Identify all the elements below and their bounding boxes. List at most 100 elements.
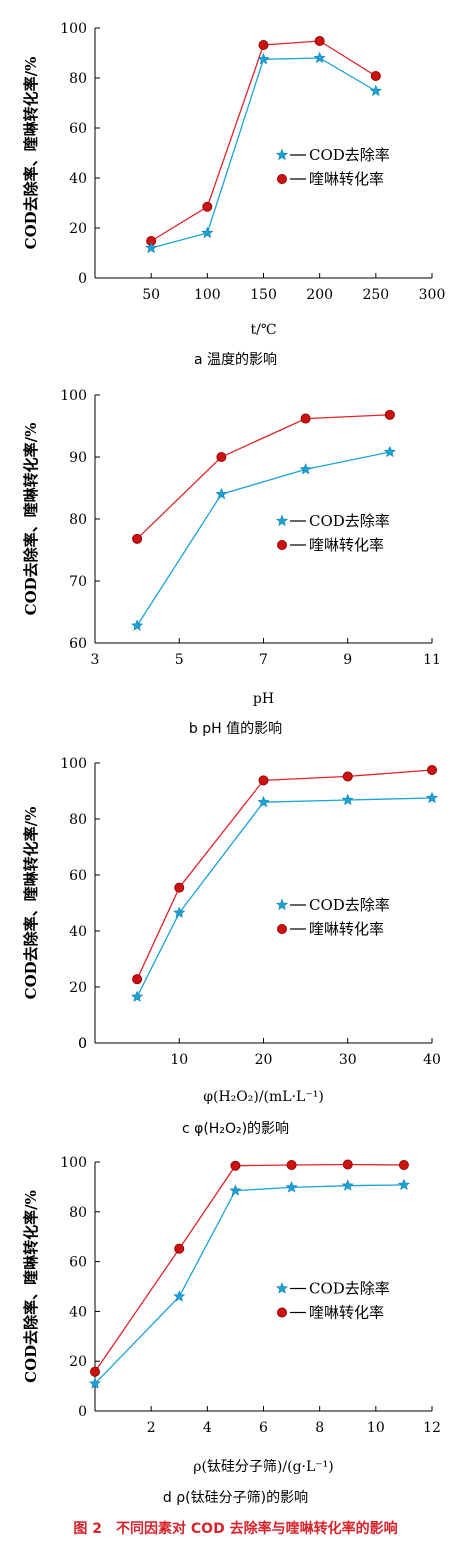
y-tick-label: 60 <box>69 121 87 137</box>
x-tick-label: 300 <box>419 287 446 303</box>
legend-star-icon <box>275 898 289 911</box>
quinoline-data-point <box>202 201 213 212</box>
chart-d-zeolite: 0 20 40 60 80 100 2 4 6 8 10 12 COD去除率、喹啉转化率/% ρ(钛硅分子… <box>22 1155 441 1475</box>
legend-circle-icon <box>276 173 287 184</box>
x-tick-label: 200 <box>306 287 333 303</box>
y-axis-label: COD去除率、喹啉转化率/% <box>22 423 40 616</box>
x-tick-label: 100 <box>194 287 221 303</box>
quinoline-data-point <box>384 409 395 420</box>
quinoline-data-point <box>342 771 353 782</box>
cod-data-point <box>229 1184 242 1196</box>
cod-data-point <box>313 51 326 64</box>
cod-data-point <box>369 84 382 97</box>
y-tick-label: 0 <box>78 1404 87 1420</box>
y-tick-label: 100 <box>60 21 87 37</box>
cod-data-point <box>88 1377 102 1389</box>
y-tick-label: 40 <box>69 171 87 187</box>
legend-star-icon <box>275 1282 289 1294</box>
y-tick-label: 60 <box>69 1255 87 1271</box>
caption-c: c φ(H₂O₂)的影响 <box>181 1121 290 1137</box>
legend-label: COD去除率 <box>309 146 390 164</box>
quinoline-data-point <box>370 71 381 82</box>
legend-label: 喹啉转化率 <box>309 536 384 554</box>
legend-label: COD去除率 <box>309 512 390 530</box>
x-tick-label: 8 <box>315 1420 324 1436</box>
x-tick-label: 250 <box>362 287 389 303</box>
legend-circle-icon <box>276 1307 287 1318</box>
y-tick-label: 100 <box>60 1155 87 1171</box>
y-tick-label: 60 <box>69 868 87 884</box>
x-tick-label: 2 <box>147 1420 156 1436</box>
quinoline-data-point <box>314 36 325 47</box>
x-tick-label: 9 <box>343 652 352 668</box>
panel-a: 0 20 40 60 80 100 50 100 150 200 250 300 COD去除率、喹啉转化… <box>0 0 471 345</box>
legend-star-icon <box>275 514 289 527</box>
x-tick-label: 4 <box>203 1420 212 1436</box>
cod-data-point <box>257 52 270 65</box>
y-tick-label: 100 <box>60 756 87 772</box>
quinoline-data-point <box>342 1159 353 1170</box>
legend-label: 喹啉转化率 <box>309 170 384 188</box>
quinoline-data-point <box>258 40 269 51</box>
cod-data-point <box>173 1290 186 1302</box>
cod-data-point <box>201 226 214 239</box>
y-tick-label: 80 <box>69 812 87 828</box>
quinoline-data-point <box>230 1160 241 1171</box>
y-tick-label: 20 <box>69 221 87 237</box>
y-tick-label: 20 <box>69 1354 87 1370</box>
cod-data-point <box>397 1178 410 1191</box>
cod-series-line <box>94 1184 404 1385</box>
cod-data-point <box>383 445 396 458</box>
y-tick-label: 0 <box>78 1036 87 1052</box>
legend-circle-icon <box>276 539 287 550</box>
y-tick-label: 100 <box>60 388 87 404</box>
legend-star-icon <box>275 148 289 161</box>
quinoline-data-point <box>132 533 143 544</box>
cod-data-point <box>341 793 354 806</box>
y-tick-label: 90 <box>69 450 87 466</box>
y-tick-label: 60 <box>69 636 87 652</box>
quinoline-data-point <box>174 882 185 893</box>
figure-caption: 图 2 不同因素对 COD 去除率与喹啉转化率的影响 <box>73 1521 398 1537</box>
quinoline-data-point <box>132 974 143 985</box>
y-axis-label: COD去除率、喹啉转化率/% <box>22 1190 40 1383</box>
caption-d: d ρ(钛硅分子筛)的影响 <box>162 1490 309 1506</box>
panel-d: 0 20 40 60 80 100 2 4 6 8 10 12 COD去除率、喹啉转化率/% ρ(钛硅分子… <box>0 1145 471 1485</box>
x-tick-label: 6 <box>259 1420 268 1436</box>
legend-label: 喹啉转化率 <box>309 920 384 938</box>
cod-series-line <box>136 451 391 626</box>
chart-a-temperature: 0 20 40 60 80 100 50 100 150 200 250 300 COD去除率、喹啉转化… <box>22 21 446 338</box>
x-tick-label: 20 <box>255 1052 273 1068</box>
x-tick-label: 12 <box>423 1420 441 1436</box>
quinoline-data-point <box>174 1243 185 1254</box>
y-tick-label: 80 <box>69 1205 87 1221</box>
cod-data-point <box>341 1179 354 1191</box>
x-tick-label: 40 <box>423 1052 441 1068</box>
y-tick-label: 0 <box>78 271 87 287</box>
x-axis-label: ρ(钛硅分子筛)/(g·L⁻¹) <box>193 1459 334 1475</box>
y-tick-label: 80 <box>69 512 87 528</box>
panel-c: 0 20 40 60 80 100 10 20 30 40 0 COD去除率、喹啉转化率/% φ(H₂O… <box>0 745 471 1115</box>
cod-data-point <box>425 791 439 804</box>
y-tick-label: 40 <box>69 1304 87 1320</box>
legend-circle-icon <box>276 923 287 934</box>
cod-data-point <box>299 463 312 475</box>
quinoline-series-line <box>94 1163 404 1373</box>
cod-data-point <box>145 241 158 254</box>
y-tick-label: 70 <box>69 574 87 590</box>
x-tick-label: 3 <box>91 652 100 668</box>
x-axis-label: pH <box>253 691 274 707</box>
cod-data-point <box>215 487 228 500</box>
cod-data-point <box>131 619 144 631</box>
chart-b-ph: 60 70 80 90 100 3 5 7 9 11 COD去除率、喹啉转化率/% pH COD去除率喹… <box>22 388 441 707</box>
legend-label: COD去除率 <box>309 896 390 914</box>
cod-data-point <box>131 990 144 1002</box>
y-axis-label: COD去除率、喹啉转化率/% <box>22 807 40 1000</box>
quinoline-data-point <box>398 1159 409 1170</box>
x-tick-label: 30 <box>339 1052 357 1068</box>
y-tick-label: 80 <box>69 71 87 87</box>
y-axis-label: COD去除率、喹啉转化率/% <box>22 57 40 250</box>
caption-b: b pH 值的影响 <box>188 721 283 737</box>
legend-label: COD去除率 <box>309 1280 390 1298</box>
